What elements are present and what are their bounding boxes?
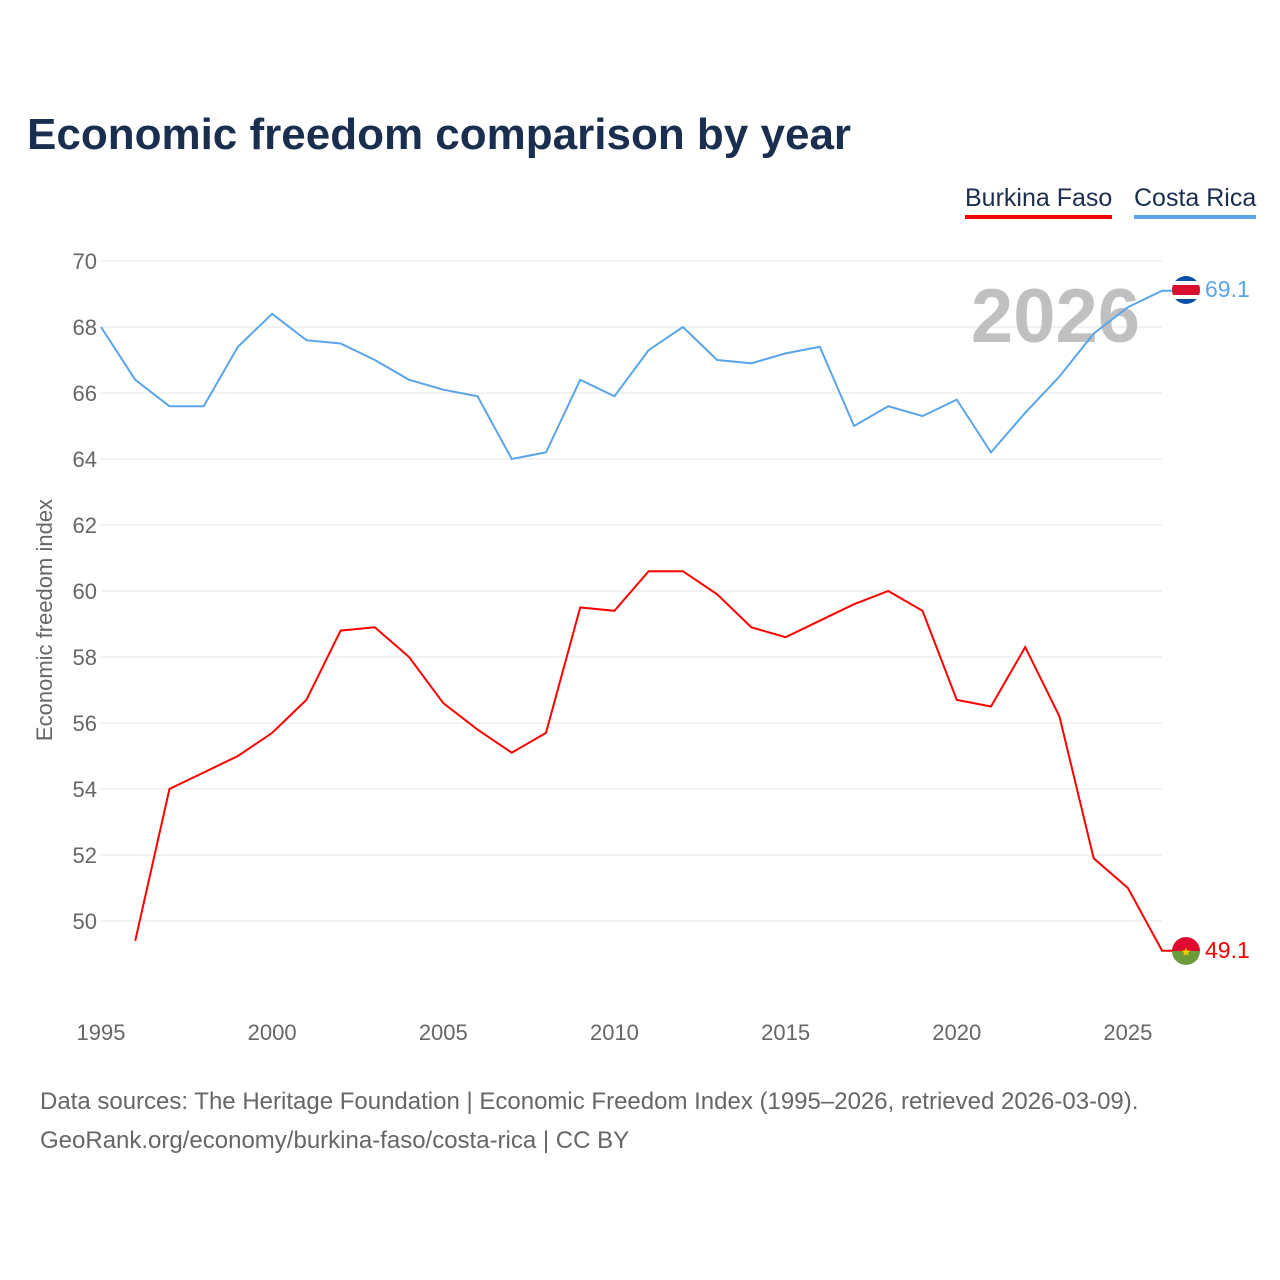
burkina-faso-flag-icon: ★ [1172,937,1200,965]
x-tick-label: 2015 [761,1020,810,1045]
burkina-faso-end-label: 49.1 [1205,937,1250,963]
footer-link[interactable]: GeoRank.org/economy/burkina-faso/costa-r… [40,1127,630,1154]
year-watermark: 2026 [971,274,1140,359]
costa-rica-end-label: 69.1 [1205,276,1250,302]
legend-costa-rica[interactable]: Costa Rica [1134,184,1257,219]
legend-burkina-faso[interactable]: Burkina Faso [965,184,1113,219]
y-tick-label: 66 [73,381,97,406]
svg-text:★: ★ [1181,945,1192,959]
y-axis-label: Economic freedom index [32,499,57,741]
y-tick-label: 62 [73,513,97,538]
y-tick-label: 60 [73,579,97,604]
y-tick-label: 54 [73,777,97,802]
y-tick-label: 56 [73,711,97,736]
x-tick-label: 2005 [419,1020,468,1045]
x-tick-label: 2000 [248,1020,297,1045]
footer-sources: Data sources: The Heritage Foundation | … [40,1088,1139,1115]
chart-title: Economic freedom comparison by year [27,110,852,159]
series-line-burkina-faso [134,570,1187,952]
x-tick-label: 1995 [77,1020,126,1045]
y-tick-label: 50 [73,909,97,934]
y-tick-label: 58 [73,645,97,670]
x-tick-label: 2025 [1103,1020,1152,1045]
x-tick-label: 2020 [932,1020,981,1045]
y-tick-label: 52 [73,843,97,868]
y-tick-label: 70 [73,249,97,274]
costa-rica-flag-icon [1172,276,1200,304]
x-tick-label: 2010 [590,1020,639,1045]
y-tick-label: 64 [73,447,97,472]
y-tick-label: 68 [73,315,97,340]
